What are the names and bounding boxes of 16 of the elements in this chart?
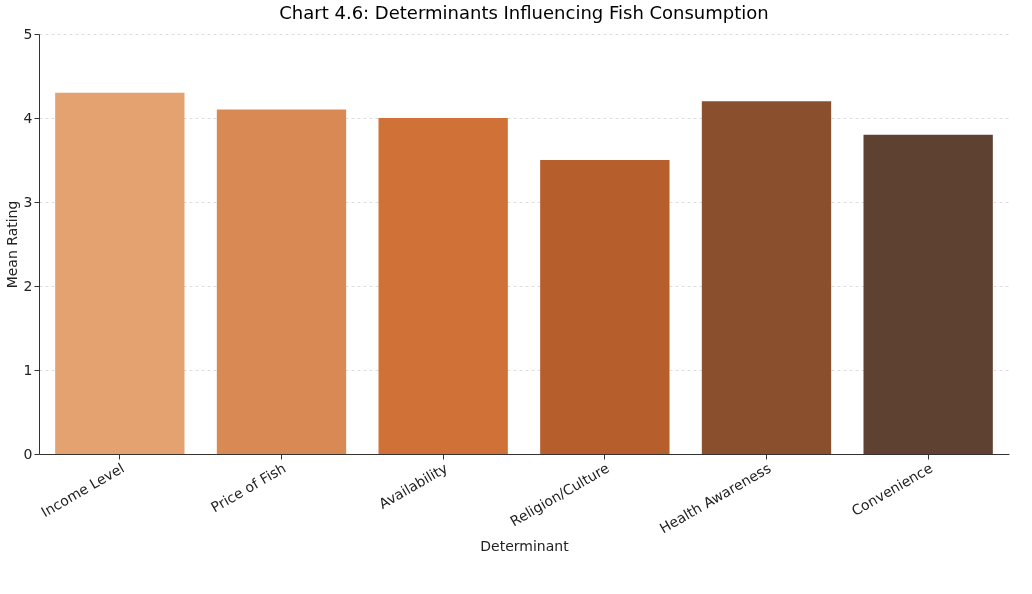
- bar: [701, 101, 832, 454]
- y-tick-label: 0: [23, 445, 33, 462]
- y-tick-label: 4: [23, 109, 33, 126]
- y-tick-label: 3: [23, 193, 33, 210]
- bar: [863, 134, 993, 454]
- y-tick-label: 2: [23, 277, 33, 294]
- x-axis-title: Determinant: [480, 538, 570, 555]
- x-tick-label: Price of Fish: [208, 459, 289, 516]
- bar: [378, 118, 508, 454]
- y-axis-title: Mean Rating: [3, 200, 20, 289]
- bar: [540, 160, 670, 454]
- chart-title: Chart 4.6: Determinants Influencing Fish Consumption: [279, 2, 769, 23]
- bar: [55, 92, 185, 454]
- y-tick-label: 1: [23, 361, 33, 378]
- y-tick-label: 5: [23, 25, 33, 42]
- bar: [216, 109, 347, 454]
